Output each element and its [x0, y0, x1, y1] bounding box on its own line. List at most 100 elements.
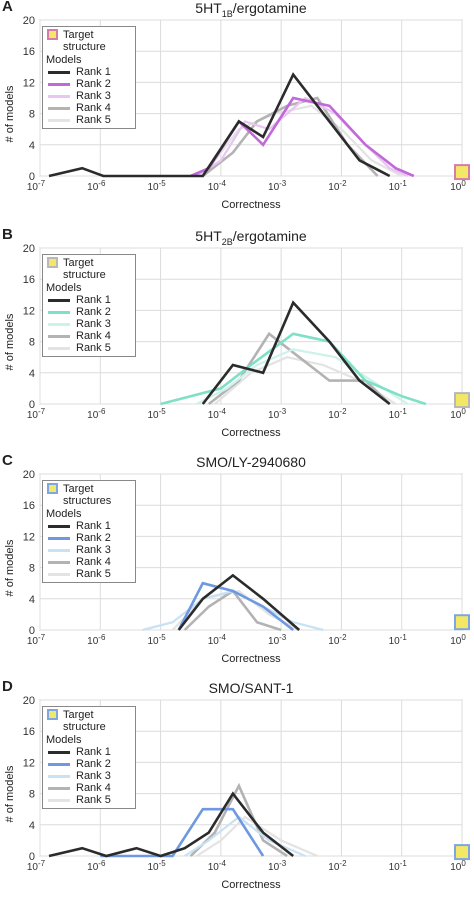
legend-entry: Rank 1 [46, 746, 132, 758]
chart-title: 5HT1B/ergotamine [40, 0, 462, 19]
legend-line-swatch [48, 82, 70, 86]
legend: Target structure Models Rank 1 Rank 2 Rank… [42, 706, 136, 809]
y-tick-label: 20 [23, 15, 35, 27]
y-tick-label: 0 [29, 851, 35, 863]
series-line-rank-5 [196, 815, 318, 858]
panel-letter: B [2, 226, 13, 243]
chart-panel: B 5HT2B/ergotamine 0 4 8 12 16 20 10-7 10-6 10-5… [0, 226, 474, 451]
legend-label: Rank 5 [76, 114, 111, 126]
x-tick-label: 10-7 [27, 407, 46, 421]
legend-target-entry: Target structure [46, 709, 132, 733]
legend-entry: Rank 3 [46, 770, 132, 782]
legend-label: Rank 4 [76, 330, 111, 342]
x-tick-label: 10-4 [208, 179, 227, 193]
legend-label: Rank 1 [76, 746, 111, 758]
x-tick-label: 10-2 [328, 859, 347, 873]
legend-entry: Rank 1 [46, 294, 132, 306]
legend-entry: Rank 4 [46, 782, 132, 794]
chart-title: SMO/SANT-1 [40, 680, 462, 699]
legend-entry: Rank 2 [46, 758, 132, 770]
legend-line-swatch [48, 346, 70, 350]
x-tick-label: 10-2 [328, 633, 347, 647]
legend-models-heading: Models [46, 508, 82, 520]
x-tick-label: 10-3 [268, 407, 287, 421]
y-tick-label: 4 [29, 820, 35, 832]
chart-title: 5HT2B/ergotamine [40, 228, 462, 247]
x-tick-label: 10-1 [389, 407, 408, 421]
y-tick-label: 4 [29, 594, 35, 606]
x-tick-label: 10-4 [208, 859, 227, 873]
y-axis-label: # of models [4, 313, 16, 371]
y-tick-label: 12 [23, 305, 35, 317]
panel-letter: D [2, 678, 13, 695]
legend-entry: Rank 3 [46, 90, 132, 102]
chart-title: SMO/LY-2940680 [40, 454, 462, 473]
legend-label: Rank 5 [76, 568, 111, 580]
x-tick-label: 10-6 [87, 859, 106, 873]
legend-models-heading: Models [46, 282, 82, 294]
x-tick-label: 100 [450, 633, 466, 647]
y-axis-label: # of models [4, 539, 16, 597]
y-tick-label: 16 [23, 500, 35, 512]
target-swatch [47, 709, 58, 720]
series-line-rank-2 [160, 332, 427, 406]
x-tick-label: 10-3 [268, 179, 287, 193]
legend: Target structures Models Rank 1 Rank 2 Ran… [42, 480, 136, 583]
series-line-rank-2 [100, 807, 265, 858]
x-axis-label: Correctness [221, 653, 281, 665]
target-swatch [47, 29, 58, 40]
x-tick-label: 10-5 [147, 179, 166, 193]
y-axis-label: # of models [4, 85, 16, 143]
chart-panel: D SMO/SANT-1 0 4 8 12 16 20 10-7 10-6 10-5 10-4 10… [0, 678, 474, 903]
target-structure-marker [454, 844, 470, 861]
legend-target-label: Target structure [63, 709, 106, 733]
legend-entry: Rank 4 [46, 556, 132, 568]
legend-rows: Rank 1 Rank 2 Rank 3 Rank 4 Rank 5 [46, 520, 132, 580]
chart-title-main: 5HT [195, 228, 222, 244]
series-line-rank-1 [201, 300, 391, 406]
y-tick-label: 20 [23, 695, 35, 707]
legend-entry: Rank 5 [46, 794, 132, 806]
y-tick-label: 8 [29, 109, 35, 121]
x-tick-label: 10-6 [87, 179, 106, 193]
x-tick-label: 100 [450, 859, 466, 873]
series-line-rank-3 [196, 96, 409, 178]
y-tick-label: 20 [23, 469, 35, 481]
x-tick-label: 10-7 [27, 633, 46, 647]
target-structure-marker [454, 614, 470, 631]
series-line-rank-3 [196, 348, 409, 405]
legend-line-swatch [48, 524, 70, 528]
legend-label: Rank 4 [76, 102, 111, 114]
chart-title-main: SMO/SANT-1 [208, 680, 294, 696]
y-tick-label: 4 [29, 368, 35, 380]
x-axis-label: Correctness [221, 427, 281, 439]
legend: Target structure Models Rank 1 Rank 2 Rank… [42, 254, 136, 357]
legend-line-swatch [48, 106, 70, 110]
legend-entry: Rank 4 [46, 330, 132, 342]
x-tick-label: 10-6 [87, 407, 106, 421]
x-tick-label: 10-7 [27, 859, 46, 873]
legend-line-swatch [48, 322, 70, 326]
legend-entry: Rank 1 [46, 66, 132, 78]
y-tick-label: 16 [23, 726, 35, 738]
legend-models-heading: Models [46, 734, 82, 746]
target-swatch [47, 483, 58, 494]
y-tick-label: 4 [29, 140, 35, 152]
x-tick-label: 10-1 [389, 859, 408, 873]
y-axis-label: # of models [4, 765, 16, 823]
y-tick-label: 8 [29, 337, 35, 349]
x-tick-label: 100 [450, 179, 466, 193]
legend-rows: Rank 1 Rank 2 Rank 3 Rank 4 Rank 5 [46, 746, 132, 806]
x-tick-label: 10-2 [328, 407, 347, 421]
legend-label: Rank 1 [76, 66, 111, 78]
legend-label: Rank 1 [76, 520, 111, 532]
legend-label: Rank 3 [76, 544, 111, 556]
legend-line-swatch [48, 560, 70, 564]
y-tick-label: 16 [23, 46, 35, 58]
legend-entry: Rank 5 [46, 114, 132, 126]
legend-target-label: Target structure [63, 29, 106, 53]
y-tick-label: 16 [23, 274, 35, 286]
x-tick-label: 10-5 [147, 633, 166, 647]
legend-label: Rank 5 [76, 342, 111, 354]
series-line-rank-1 [48, 72, 391, 178]
